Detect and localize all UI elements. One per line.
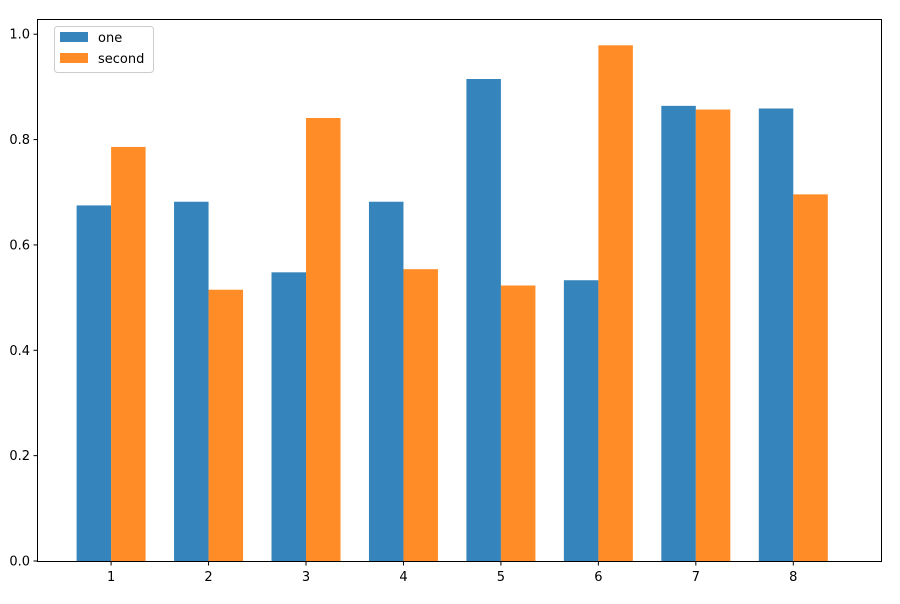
x-tick-label: 7 — [692, 570, 700, 585]
bar-one-8 — [758, 108, 794, 561]
x-tick-label: 4 — [399, 570, 407, 585]
legend-label-second: second — [98, 52, 144, 67]
x-tick-label: 2 — [204, 570, 212, 585]
plot-frame — [37, 19, 882, 562]
bar-second-2 — [208, 289, 244, 561]
bar-one-3 — [271, 272, 307, 561]
bar-one-6 — [563, 280, 599, 561]
x-axis: 1 2 3 4 5 6 7 8 — [107, 561, 797, 585]
y-tick-label: 0.4 — [9, 344, 30, 359]
bar-second-6 — [598, 45, 633, 562]
y-tick-label: 0.0 — [9, 555, 30, 570]
bars-layer — [76, 45, 828, 562]
bar-second-8 — [793, 194, 828, 562]
x-tick-label: 1 — [107, 570, 115, 585]
bar-one-4 — [368, 201, 404, 562]
bar-second-4 — [403, 269, 438, 561]
bar-one-5 — [466, 79, 501, 561]
legend: one second — [54, 26, 154, 73]
bar-one-1 — [76, 205, 112, 561]
x-tick-label: 6 — [594, 570, 602, 585]
x-tick-label: 8 — [789, 570, 797, 585]
x-tick-label: 3 — [302, 570, 310, 585]
x-tick-label: 5 — [497, 570, 505, 585]
legend-swatch-one — [60, 32, 88, 42]
bar-second-3 — [306, 117, 341, 561]
legend-swatch-second — [60, 53, 88, 63]
y-tick-label: 0.6 — [9, 238, 30, 253]
bar-second-7 — [695, 109, 731, 562]
bar-second-5 — [500, 285, 536, 561]
y-tick-label: 0.8 — [9, 133, 30, 148]
y-tick-label: 0.2 — [9, 449, 30, 464]
bar-one-7 — [661, 105, 696, 562]
legend-label-one: one — [98, 31, 122, 46]
y-axis: 0.0 0.2 0.4 0.6 0.8 1.0 — [9, 28, 38, 570]
bar-second-1 — [111, 146, 146, 561]
bar-one-2 — [174, 201, 209, 562]
y-tick-label: 1.0 — [9, 28, 30, 43]
